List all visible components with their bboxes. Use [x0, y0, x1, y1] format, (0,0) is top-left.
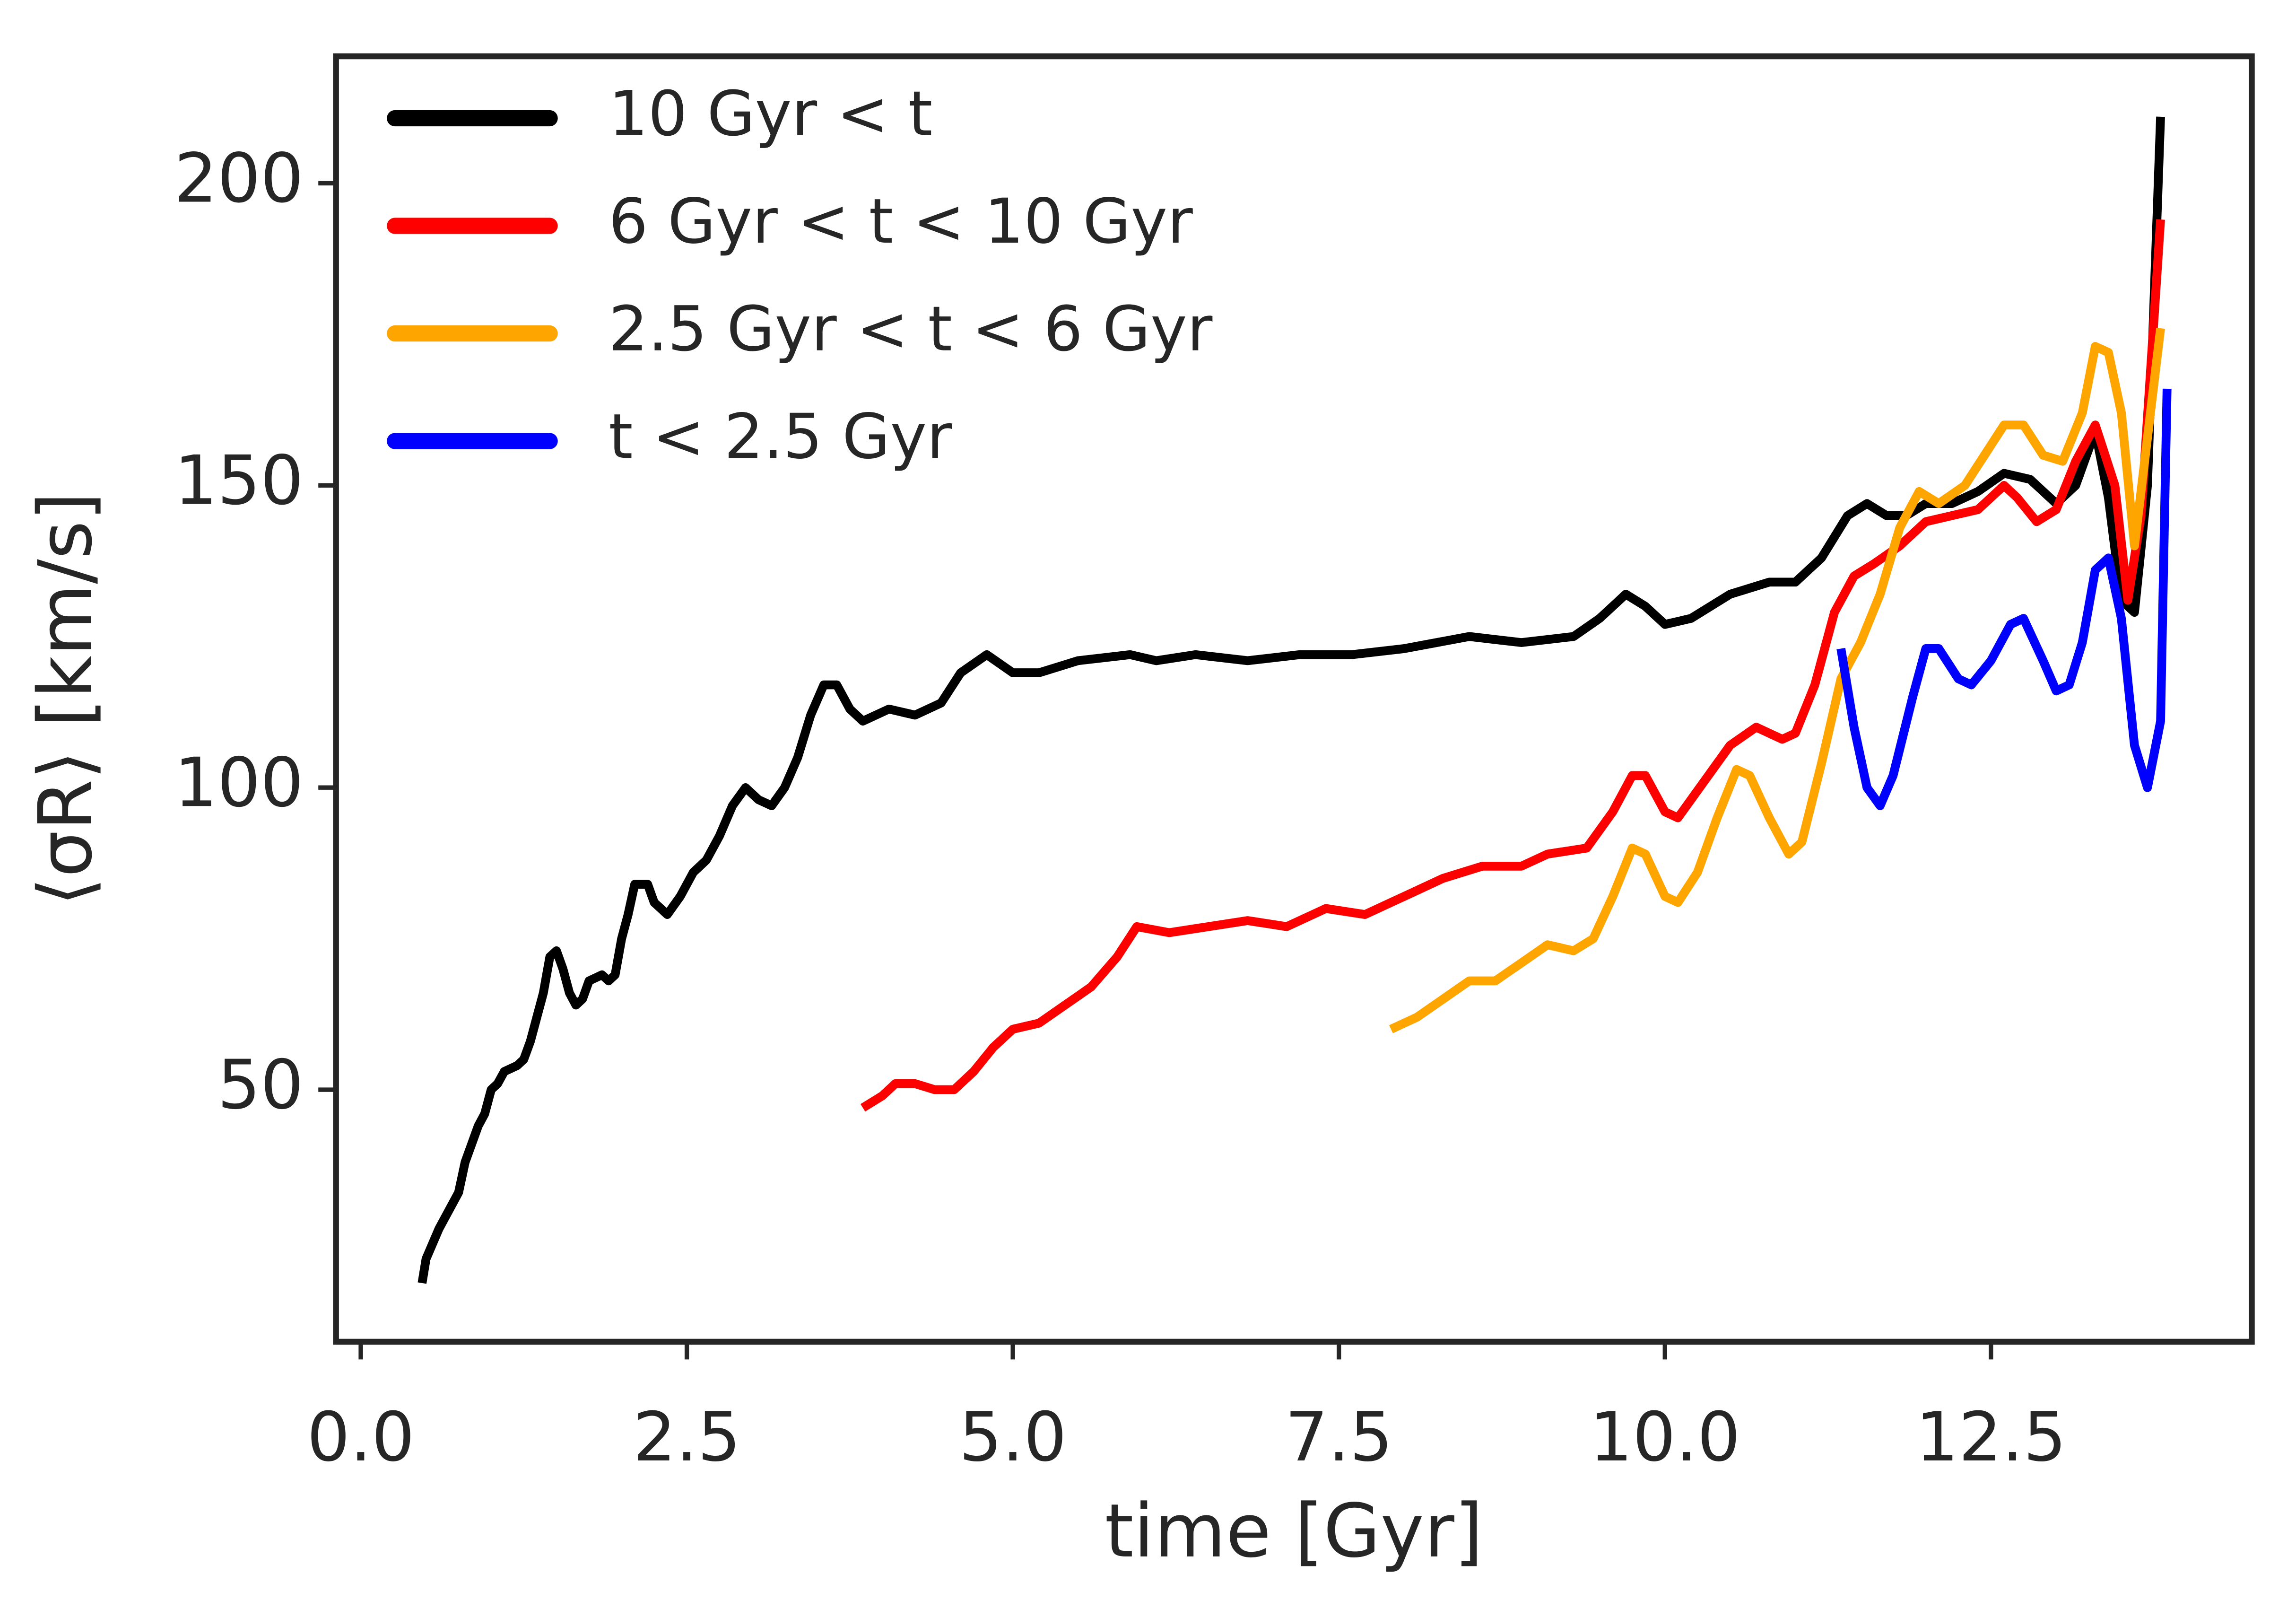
x-tick-label: 12.5	[1915, 1398, 2066, 1477]
x-tick-label: 7.5	[1285, 1398, 1393, 1477]
legend-label: 10 Gyr < t	[609, 78, 932, 150]
x-axis-label: time [Gyr]	[1105, 1488, 1483, 1574]
series-line	[1836, 388, 2172, 811]
series-line	[860, 219, 2165, 1112]
x-tick-label: 2.5	[633, 1398, 741, 1477]
series-line	[417, 116, 2165, 1284]
series-line	[1389, 328, 2165, 1033]
legend-label: 2.5 Gyr < t < 6 Gyr	[609, 293, 1212, 365]
x-tick-label: 5.0	[959, 1398, 1067, 1477]
y-tick-label: 200	[174, 139, 304, 218]
y-tick-label: 100	[174, 743, 304, 822]
legend-label: t < 2.5 Gyr	[609, 400, 952, 472]
y-tick-label: 50	[217, 1045, 304, 1124]
plot-frame	[333, 53, 2255, 1345]
x-tick-label: 10.0	[1590, 1398, 1740, 1477]
y-tick-label: 150	[174, 441, 304, 520]
y-axis-label: ⟨σR⟩ [km/s]	[22, 492, 108, 906]
x-tick-label: 0.0	[307, 1398, 415, 1477]
legend-label: 6 Gyr < t < 10 Gyr	[609, 185, 1193, 257]
